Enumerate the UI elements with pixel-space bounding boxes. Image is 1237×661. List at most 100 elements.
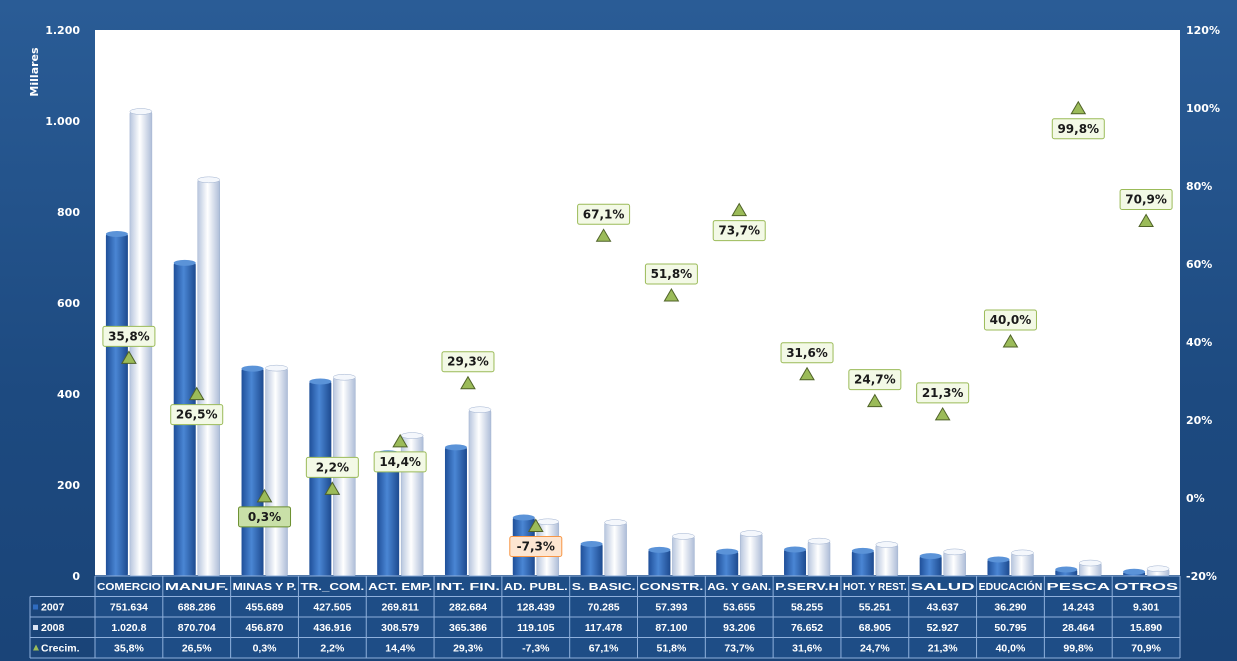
category-label: INT. FIN.: [436, 581, 500, 593]
table-cell-value: 53.655: [723, 602, 755, 614]
growth-data-label-box: [441, 351, 495, 373]
bar-2008: [604, 522, 627, 577]
category-label: EDUCACIÓN: [979, 580, 1043, 593]
y-axis-title: Millares: [28, 47, 41, 97]
category-label: ACT. EMP.: [368, 581, 432, 593]
growth-marker: [527, 518, 544, 532]
growth-data-label: 40,0%: [990, 313, 1032, 327]
bar-2008: [1011, 552, 1034, 577]
bar-2007: [377, 453, 400, 576]
legend-label: 2007: [41, 602, 65, 614]
y2-tick-label: 40%: [1186, 336, 1212, 349]
table-cell-value: 1.020.8: [111, 622, 146, 634]
table-cell-value: 269.811: [381, 602, 419, 614]
growth-data-label: 99,8%: [1057, 122, 1099, 136]
y-tick-label: 0: [72, 570, 80, 583]
growth-data-label-box: [170, 404, 224, 426]
table-cell-value: 282.684: [449, 602, 487, 614]
table-cell-value: 365.386: [449, 622, 487, 634]
bar-2008-cap: [400, 432, 424, 439]
table-cell-value: -7,3%: [522, 643, 550, 655]
growth-marker: [866, 393, 883, 408]
category-label: P.SERV.H: [775, 581, 839, 593]
bar-2007: [919, 556, 942, 576]
bar-2007: [987, 559, 1010, 576]
table-cell-value: 51,8%: [657, 643, 687, 655]
table-cell-value: 36.290: [994, 602, 1026, 614]
growth-data-label-box: [305, 456, 359, 478]
bar-2008: [807, 540, 831, 577]
growth-data-label-box: [1119, 188, 1173, 210]
growth-marker: [1002, 334, 1019, 348]
bar-2008-cap: [604, 519, 627, 526]
category-label: AG. Y GAN.: [707, 581, 771, 593]
bar-2008: [672, 536, 695, 577]
table-cell-value: 58.255: [791, 602, 823, 614]
bar-2007-cap: [919, 553, 942, 560]
growth-marker: [188, 386, 205, 401]
bar-2008-cap: [536, 518, 560, 526]
growth-marker: [460, 375, 476, 390]
growth-marker: [392, 433, 409, 448]
growth-marker: [595, 228, 612, 242]
table-cell-value: 26,5%: [182, 643, 212, 655]
bar-2008-cap: [129, 108, 153, 115]
bar-2008-cap: [739, 530, 763, 537]
table-cell-value: 50.795: [994, 622, 1026, 634]
bar-2007: [105, 234, 128, 576]
table-cell-value: 87.100: [655, 622, 687, 634]
bar-2007-cap: [512, 514, 535, 521]
growth-data-label-box: [102, 325, 156, 347]
category-label: S. BASIC.: [572, 581, 636, 593]
bar-2008-cap: [1079, 559, 1102, 567]
bar-2008-cap: [672, 533, 695, 540]
category-label: COMERCIO: [97, 581, 161, 593]
bar-2007-cap: [309, 378, 332, 385]
table-cell-value: 93.206: [723, 622, 755, 634]
category-label: TR._COM.: [300, 581, 364, 593]
bar-2008-cap: [943, 548, 966, 556]
bar-2008: [875, 544, 899, 577]
category-label: AD. PUBL.: [504, 581, 568, 593]
table-cell-value: 751.634: [110, 602, 148, 614]
bar-2008-cap: [1011, 549, 1034, 557]
table-cell-value: 128.439: [517, 602, 555, 614]
table-cell-value: 67,1%: [589, 643, 619, 655]
bar-2007-cap: [105, 231, 128, 238]
growth-data-label-box: [712, 220, 766, 242]
table-cell-value: 35,8%: [114, 643, 144, 655]
growth-marker: [1070, 100, 1087, 115]
table-cell-value: 688.286: [178, 602, 216, 614]
legend-key-2008: [33, 625, 38, 630]
category-label: MINAS Y P.: [233, 581, 297, 593]
category-label: MANUF.: [165, 581, 229, 593]
bar-2008-cap: [333, 373, 356, 381]
growth-data-label: 73,7%: [718, 224, 760, 238]
y-tick-label: 200: [57, 479, 80, 492]
table-cell-value: 427.505: [313, 602, 351, 614]
bar-2008: [943, 551, 966, 577]
table-cell-value: 456.870: [246, 622, 284, 634]
growth-marker: [799, 366, 815, 381]
growth-marker: [324, 481, 341, 495]
y-tick-label: 1.200: [45, 24, 80, 37]
table-cell-value: 870.704: [178, 622, 216, 634]
table-cell-value: 9.301: [1133, 602, 1159, 614]
growth-data-label-box: [238, 506, 292, 528]
y-tick-label: 1.000: [45, 115, 80, 128]
growth-marker: [1138, 213, 1154, 227]
y2-tick-label: 120%: [1186, 24, 1220, 37]
table-cell-value: 70,9%: [1131, 643, 1161, 655]
growth-data-label: 26,5%: [176, 408, 218, 422]
growth-data-label: 2,2%: [316, 460, 349, 474]
y2-tick-label: 100%: [1186, 102, 1220, 115]
y2-tick-label: 0%: [1186, 492, 1205, 505]
bar-2007: [444, 447, 467, 576]
table-cell-value: 2,2%: [320, 643, 345, 655]
growth-data-label-box: [577, 203, 631, 225]
y-tick-label: 800: [57, 206, 80, 219]
table-cell-value: 15.890: [1130, 622, 1162, 634]
table-cell-value: 24,7%: [860, 643, 890, 655]
